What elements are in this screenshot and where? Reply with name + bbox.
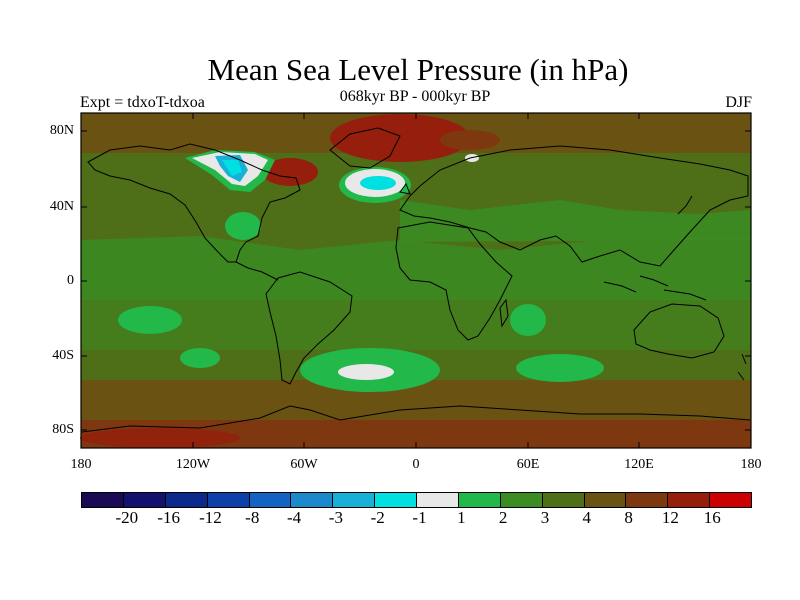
colorbar	[81, 492, 752, 508]
colorbar-swatch	[500, 493, 543, 507]
colorbar-label: -4	[286, 508, 302, 527]
lon-label-120w: 120W	[175, 457, 211, 472]
colorbar-swatch	[333, 493, 376, 507]
field-arctic-high	[440, 130, 500, 150]
field-labrador-high	[262, 158, 318, 186]
colorbar-swatch	[458, 493, 501, 507]
field-antarctic-high	[80, 428, 240, 448]
field-north-atlantic-high	[330, 114, 470, 162]
lat-label-80n: 80N	[49, 123, 74, 138]
colorbar-label: 1	[457, 508, 466, 527]
colorbar-label: -16	[157, 508, 180, 527]
colorbar-label: -20	[115, 508, 139, 527]
colorbar-swatch	[123, 493, 166, 507]
colorbar-swatch	[626, 493, 669, 507]
colorbar-swatch	[207, 493, 250, 507]
colorbar-label: -3	[328, 508, 343, 527]
colorbar-swatch	[375, 493, 417, 507]
field-south-pacific-low-2	[180, 348, 220, 368]
field-ice-sheet-core	[222, 160, 242, 176]
colorbar-label: 4	[582, 508, 592, 527]
field-south-subtropics	[81, 300, 751, 350]
coastline-africa	[395, 221, 513, 341]
lat-label-80s: 80S	[52, 422, 74, 437]
lon-label-180w: 180	[70, 457, 92, 472]
lat-label-40s: 40S	[52, 348, 74, 363]
colorbar-swatch	[165, 493, 208, 507]
experiment-label: Expt = tdxoT-tdxoa	[80, 94, 205, 111]
colorbar-label: 16	[703, 508, 721, 527]
colorbar-label: -2	[370, 508, 385, 527]
lat-label-40n: 40N	[49, 199, 74, 214]
coastline-eurasia	[399, 145, 749, 267]
field-south-atlantic-low-core	[338, 364, 394, 380]
coastline-central-america	[235, 261, 279, 281]
field-madagascar-low	[510, 304, 546, 336]
colorbar-label: 3	[540, 508, 550, 527]
colorbar-swatch	[249, 493, 292, 507]
coastline-south-america	[265, 271, 353, 385]
coastline-japan	[677, 195, 693, 215]
field-gulf-low	[225, 212, 261, 240]
colorbar-swatch	[417, 493, 459, 507]
coastline-new-zealand	[737, 353, 747, 381]
coastline-australia	[633, 303, 725, 359]
lon-label-60w: 60W	[290, 457, 318, 472]
page-title: Mean Sea Level Pressure (in hPa)	[207, 52, 629, 87]
colorbar-swatch	[668, 493, 711, 507]
season-label: DJF	[725, 94, 752, 111]
coastline-greenland	[329, 127, 401, 169]
colorbar-label: -12	[199, 508, 222, 527]
coastline-uk	[399, 182, 411, 195]
pressure-field	[80, 113, 751, 448]
lon-label-60e: 60E	[516, 457, 540, 472]
colorbar-label: 12	[661, 508, 679, 527]
lon-label-0: 0	[412, 457, 420, 472]
colorbar-swatch	[710, 493, 751, 507]
coastline-north-america	[87, 143, 301, 263]
colorbar-swatch	[542, 493, 585, 507]
colorbar-swatch	[584, 493, 627, 507]
subtitle: 068kyr BP - 000kyr BP	[339, 88, 491, 105]
coastline-indonesia	[603, 275, 707, 301]
coastlines	[81, 127, 751, 433]
colorbar-label: 2	[498, 508, 508, 527]
field-indian-ocean-low	[516, 354, 604, 382]
colorbar-label: -1	[412, 508, 427, 527]
field-atlantic-low-core	[360, 176, 396, 190]
lon-label-120e: 120E	[624, 457, 654, 472]
field-south-pacific-low	[118, 306, 182, 334]
axis-ticks	[80, 113, 752, 448]
field-tropics	[81, 236, 751, 300]
colorbar-swatch	[291, 493, 334, 507]
colorbar-label: 8	[624, 508, 633, 527]
field-north-subtropics	[400, 200, 751, 242]
coastline-madagascar	[499, 298, 509, 328]
colorbar-swatch	[82, 493, 124, 507]
lon-label-180e: 180	[740, 457, 762, 472]
coastline-antarctica	[81, 405, 751, 433]
lat-label-0: 0	[67, 273, 74, 288]
colorbar-label: -8	[245, 508, 260, 527]
